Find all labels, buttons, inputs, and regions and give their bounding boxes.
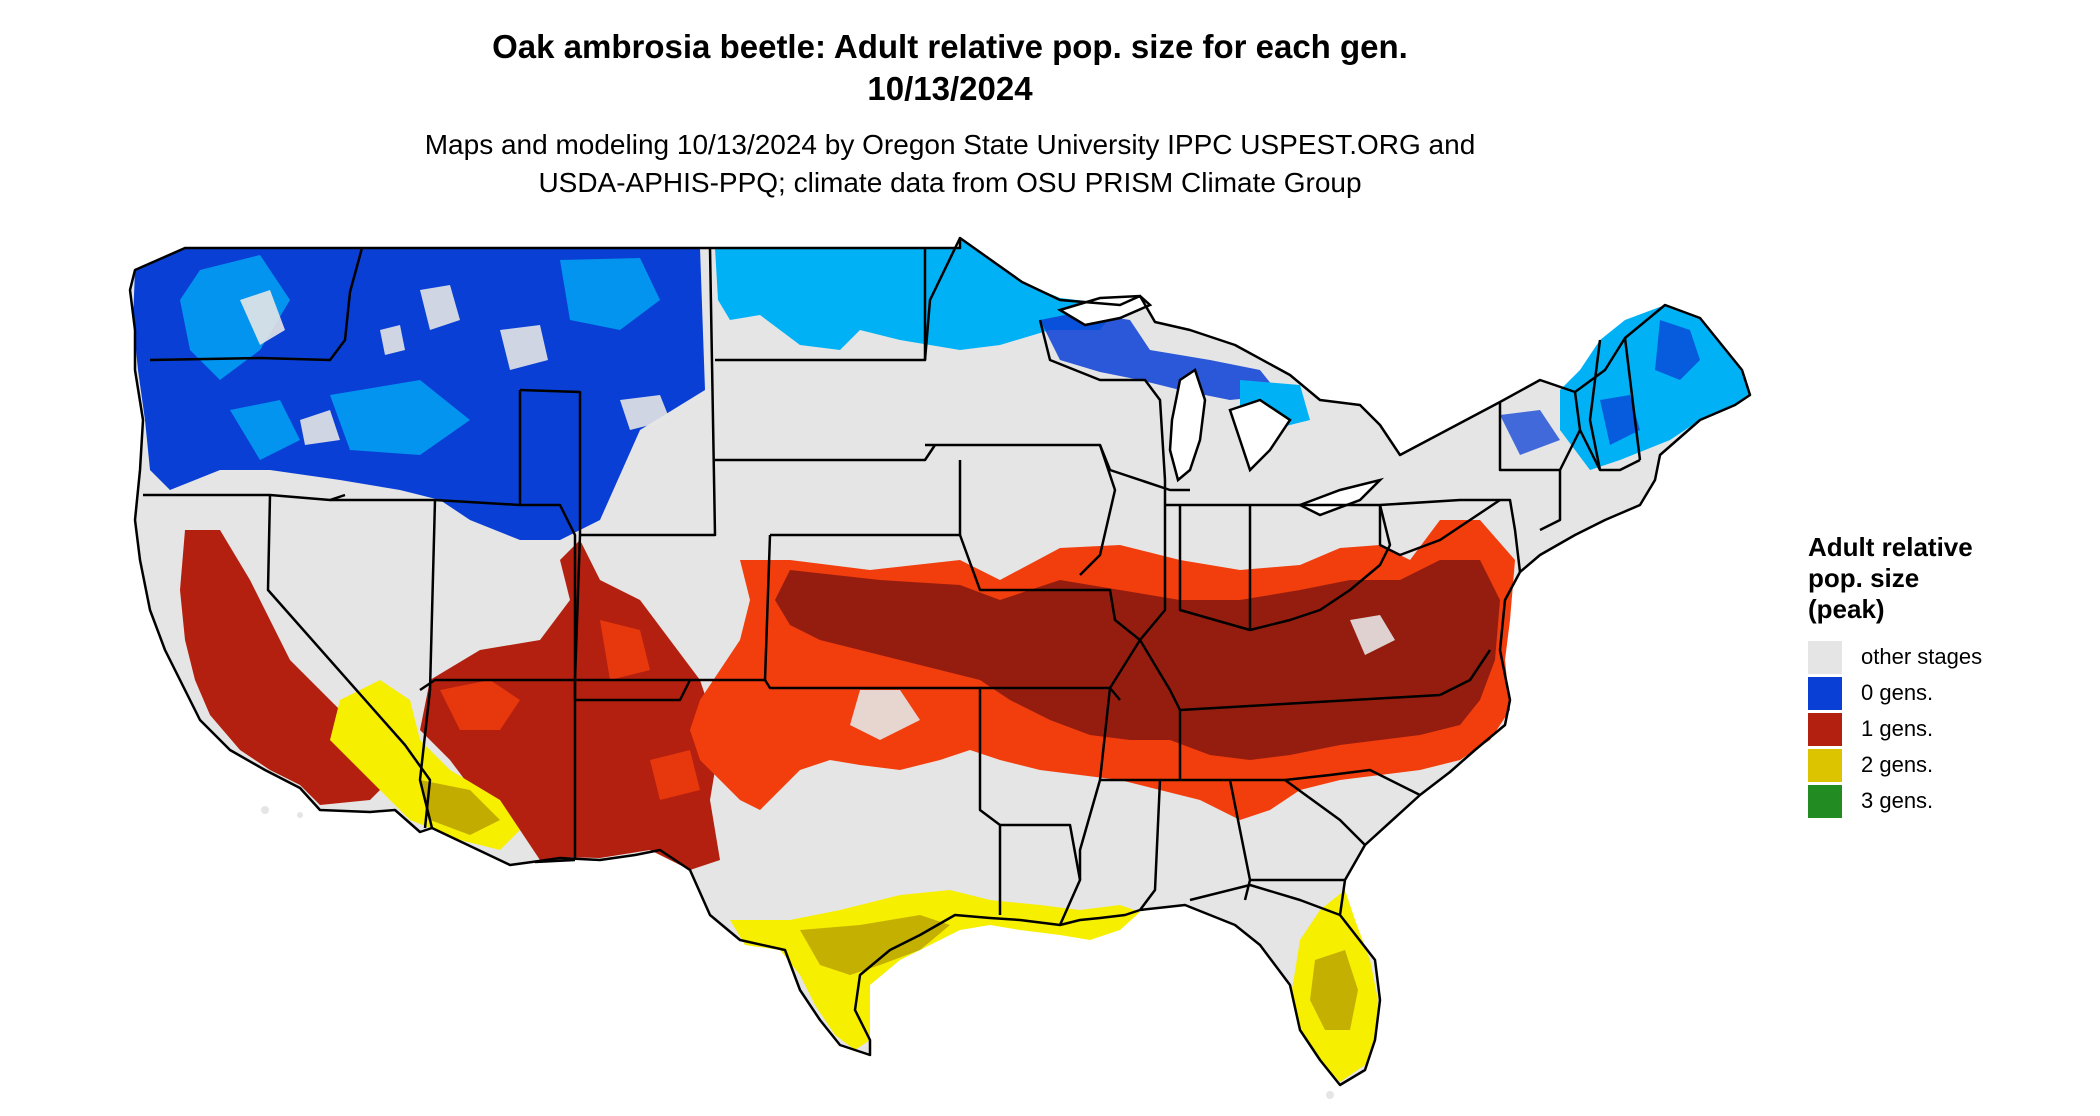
- zone-0-gens-ne-dark: [1500, 320, 1700, 455]
- legend-items: other stages 0 gens. 1 gens. 2 gens. 3 g…: [1808, 639, 2068, 819]
- map-title: Oak ambrosia beetle: Adult relative pop.…: [0, 26, 1900, 110]
- legend-label: other stages: [1861, 644, 1983, 669]
- legend-label: 3 gens.: [1861, 788, 1934, 813]
- legend-item-other-stages: other stages: [1808, 639, 2068, 675]
- zone-2-gens-texas-dark: [800, 915, 950, 975]
- lake-superior: [1056, 294, 1153, 327]
- legend-swatch: [1808, 784, 1842, 818]
- legend-title-line-2: pop. size: [1808, 563, 1920, 593]
- zone-1-gen-southwest: [420, 540, 720, 870]
- lake-michigan: [1168, 368, 1207, 483]
- map-subtitle: Maps and modeling 10/13/2024 by Oregon S…: [0, 126, 1900, 202]
- zone-0-gens-superior: [1040, 312, 1280, 400]
- legend-swatch: [1808, 712, 1842, 746]
- title-date-line: 10/13/2024: [867, 70, 1033, 107]
- legend-title-line-3: (peak): [1808, 594, 1885, 624]
- legend: Adult relative pop. size (peak) other st…: [1808, 532, 2068, 819]
- state-borders: [128, 236, 1752, 1087]
- us-generations-map: [128, 236, 1752, 1099]
- lake-huron-erie: [1228, 398, 1385, 517]
- title-species-line: Oak ambrosia beetle: Adult relative pop.…: [492, 28, 1408, 65]
- coastal-details: [261, 806, 1334, 1099]
- subtitle-line-2: USDA-APHIS-PPQ; climate data from OSU PR…: [538, 167, 1362, 198]
- legend-title-line-1: Adult relative: [1808, 532, 1973, 562]
- legend-item-0-gens: 0 gens.: [1808, 675, 2068, 711]
- subtitle-line-1: Maps and modeling 10/13/2024 by Oregon S…: [424, 129, 1476, 160]
- legend-swatch: [1808, 748, 1842, 782]
- legend-label: 0 gens.: [1861, 680, 1934, 705]
- zone-2-gens-arizona-dark: [420, 780, 500, 835]
- legend-label: 1 gens.: [1861, 716, 1934, 741]
- zone-0-gens-light-west: [180, 255, 660, 460]
- legend-label: 2 gens.: [1861, 752, 1934, 777]
- zone-2-gens-florida-dark: [1310, 950, 1358, 1030]
- legend-title: Adult relative pop. size (peak): [1808, 532, 2068, 625]
- zone-1-gen-sw-light: [440, 620, 700, 800]
- legend-item-2-gens: 2 gens.: [1808, 747, 2068, 783]
- legend-item-1-gens: 1 gens.: [1808, 711, 2068, 747]
- legend-swatch: [1808, 676, 1842, 710]
- zone-other-west-holes: [240, 285, 670, 445]
- zone-0-gens-north-central: [715, 238, 1120, 350]
- zone-other-central-hole: [850, 615, 1395, 740]
- legend-item-3-gens: 3 gens.: [1808, 783, 2068, 819]
- legend-swatch: [1808, 640, 1842, 674]
